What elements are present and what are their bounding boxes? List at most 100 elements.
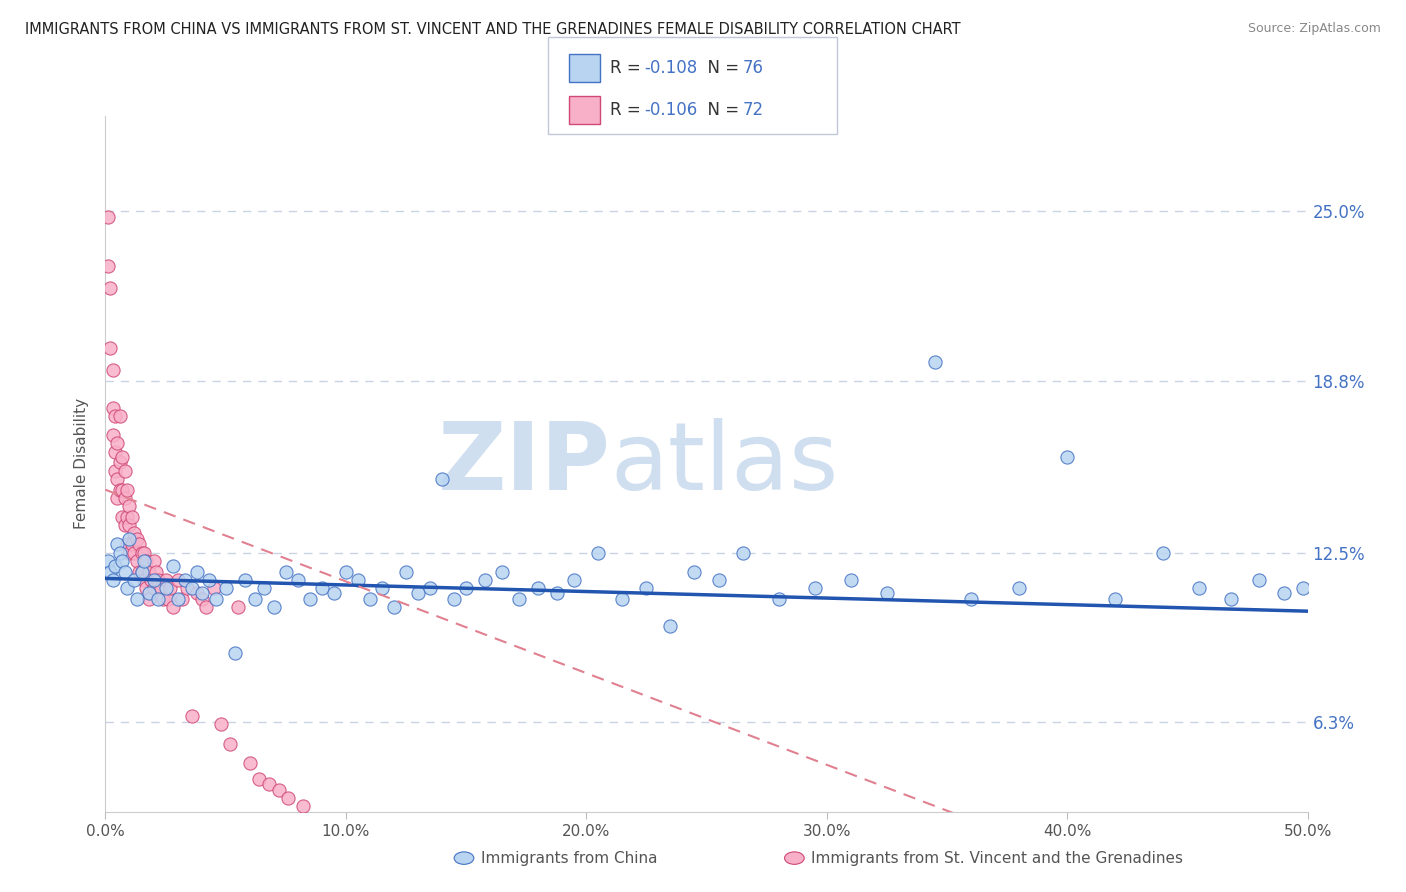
Point (205, 591, 228, 606)
Point (803, 581, 825, 595)
Point (125, 532, 148, 546)
Point (125, 591, 148, 606)
Point (612, 591, 634, 606)
Point (118, 499, 141, 513)
Point (135, 581, 157, 595)
Point (1152, 545, 1174, 559)
Point (588, 545, 610, 559)
Point (1292, 581, 1315, 595)
Point (125, 554, 148, 568)
Point (219, 737, 242, 751)
Point (118, 545, 141, 559)
Point (142, 573, 165, 587)
Point (108, 455, 131, 469)
Point (508, 591, 530, 606)
Point (1056, 450, 1078, 464)
Point (474, 573, 496, 587)
Point (155, 581, 177, 595)
Point (1104, 591, 1126, 606)
Point (1008, 581, 1031, 595)
Point (190, 586, 212, 600)
Point (1188, 581, 1211, 595)
Point (291, 799, 314, 814)
Point (142, 554, 165, 568)
Point (128, 565, 150, 579)
Point (166, 573, 188, 587)
Point (263, 600, 285, 615)
Point (111, 554, 134, 568)
Point (335, 565, 357, 579)
Point (155, 573, 177, 587)
Point (121, 510, 143, 524)
Text: atlas: atlas (610, 417, 838, 510)
Point (101, 362, 124, 376)
Point (118, 532, 141, 546)
Point (101, 401, 124, 415)
Point (768, 591, 790, 606)
Point (97, 554, 120, 568)
Point (311, 581, 333, 595)
Point (156, 591, 179, 606)
Point (1219, 591, 1241, 606)
Point (132, 554, 155, 568)
Point (322, 586, 344, 600)
Point (839, 573, 862, 587)
Point (277, 791, 299, 805)
Point (101, 428, 124, 442)
Point (108, 409, 131, 423)
Point (124, 545, 146, 559)
Point (152, 591, 174, 606)
Text: Immigrants from St. Vincent and the Grenadines: Immigrants from St. Vincent and the Gren… (811, 851, 1184, 865)
Point (347, 573, 370, 587)
Text: IMMIGRANTS FROM CHINA VS IMMIGRANTS FROM ST. VINCENT AND THE GRENADINES FEMALE D: IMMIGRANTS FROM CHINA VS IMMIGRANTS FROM… (25, 22, 960, 37)
Text: ZIP: ZIP (437, 417, 610, 510)
Point (162, 600, 184, 615)
Point (181, 581, 204, 595)
Point (114, 464, 136, 478)
Point (132, 573, 155, 587)
Text: -0.106: -0.106 (644, 101, 697, 120)
Point (239, 756, 262, 770)
Point (430, 472, 453, 486)
Point (636, 581, 658, 595)
Point (562, 573, 585, 587)
Point (298, 591, 321, 606)
Point (115, 483, 138, 497)
Text: 76: 76 (742, 59, 763, 77)
Point (224, 647, 246, 661)
Point (1249, 573, 1271, 587)
Point (491, 565, 513, 579)
Point (98, 341, 121, 355)
Point (233, 573, 256, 587)
Point (131, 565, 153, 579)
Point (359, 591, 381, 606)
Point (172, 591, 194, 606)
Point (114, 565, 136, 579)
Point (131, 565, 153, 579)
Point (101, 573, 124, 587)
Point (382, 600, 405, 615)
Point (181, 709, 204, 723)
Point (115, 510, 138, 524)
Point (124, 573, 146, 587)
Point (132, 545, 155, 559)
Point (683, 565, 706, 579)
Point (107, 472, 129, 486)
Point (443, 591, 465, 606)
Text: Source: ZipAtlas.com: Source: ZipAtlas.com (1247, 22, 1381, 36)
Point (98, 565, 121, 579)
Point (454, 581, 477, 595)
Point (148, 591, 170, 606)
Point (186, 586, 208, 600)
Point (214, 581, 236, 595)
Point (115, 581, 138, 595)
Point (138, 586, 160, 600)
Point (115, 537, 138, 551)
Point (198, 573, 221, 587)
Point (111, 483, 134, 497)
Point (243, 591, 266, 606)
Point (104, 464, 127, 478)
Point (104, 444, 127, 458)
Point (104, 559, 127, 574)
Point (111, 510, 134, 524)
